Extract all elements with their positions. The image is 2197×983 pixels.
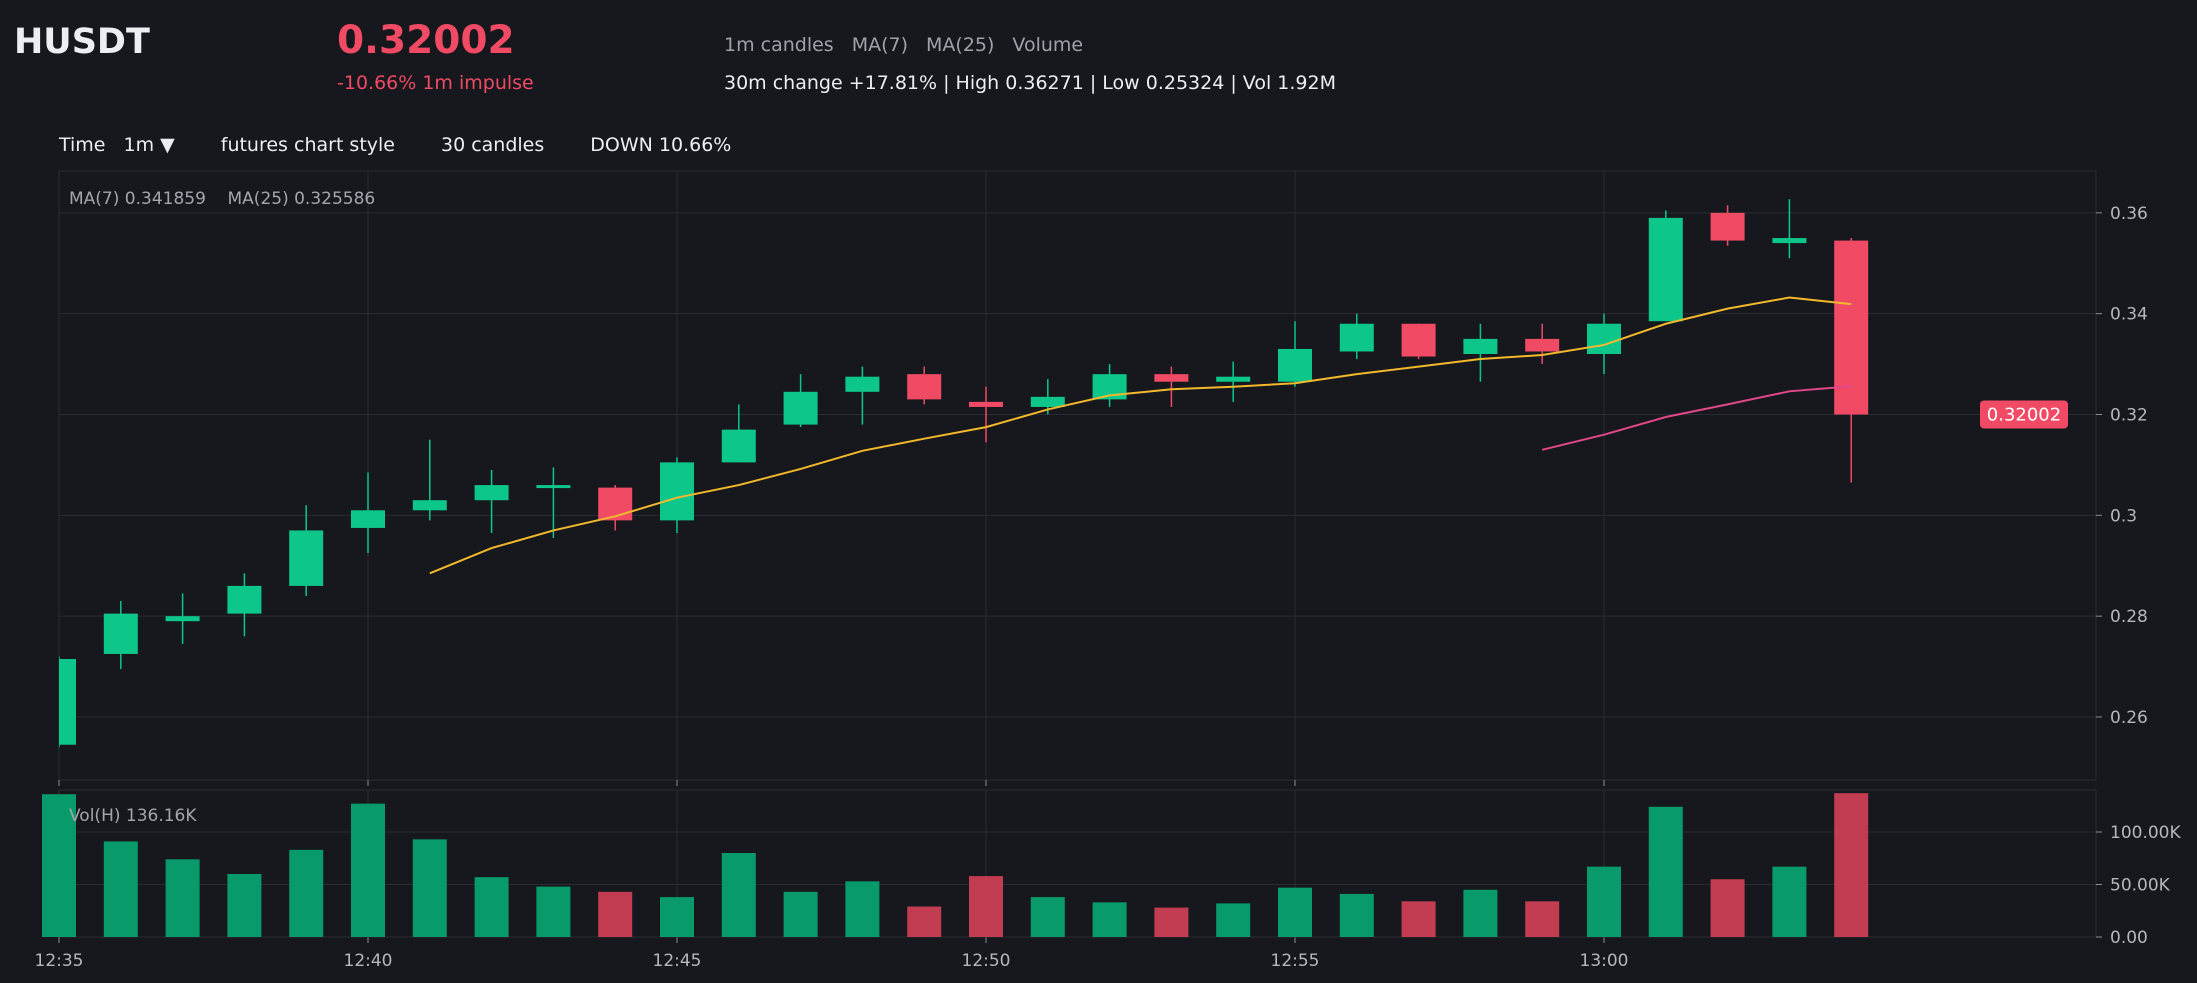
x-tick-label: 12:35 <box>35 951 84 971</box>
price-tick-label: 0.36 <box>2110 204 2148 224</box>
x-tick-label: 13:00 <box>1580 951 1629 971</box>
volume-bar <box>1092 902 1127 937</box>
impulse-change: -10.66% 1m impulse <box>337 72 534 94</box>
ma7-line <box>429 296 1852 575</box>
price-tick-label: 0.3 <box>2110 506 2137 526</box>
candle-body <box>1587 323 1621 355</box>
volume-bar <box>412 839 447 937</box>
candle-body <box>289 530 324 586</box>
candle-body <box>1834 240 1869 415</box>
x-tick-label: 12:45 <box>653 951 702 971</box>
price-tick-label: 0.32 <box>2110 405 2148 425</box>
last-price-badge <box>1980 400 2068 429</box>
volume-bar <box>1278 887 1312 937</box>
candle-body <box>227 585 262 614</box>
volume-bar <box>1525 901 1560 937</box>
volume-bar <box>1587 866 1621 937</box>
volume-tick-label: 100.00K <box>2110 823 2181 843</box>
volume-bar <box>969 876 1003 937</box>
volume-bar <box>1401 901 1436 937</box>
candle-body <box>412 500 447 511</box>
volume-bar <box>474 877 509 937</box>
x-tick-label: 12:55 <box>1271 951 1320 971</box>
candle-body <box>1710 212 1745 241</box>
candle-body <box>1278 348 1312 382</box>
volume-bar <box>845 881 880 937</box>
volume-bar <box>1154 907 1189 937</box>
candle-body <box>103 613 138 654</box>
volume-bar <box>1648 806 1683 937</box>
candle-body <box>598 487 633 521</box>
candle-body <box>1339 323 1374 352</box>
volume-bar <box>1834 793 1869 937</box>
x-tick-label: 12:40 <box>344 951 393 971</box>
ma-legend: MA(7) 0.341859 MA(25) 0.325586 <box>69 189 375 209</box>
candle-body <box>783 391 818 425</box>
candle-body <box>1154 374 1189 382</box>
chart-style-label[interactable]: futures chart style <box>220 134 395 156</box>
volume-bar <box>660 897 694 937</box>
candle-count: 30 candles <box>441 134 545 156</box>
volume-legend: Vol(H) 136.16K <box>69 806 197 826</box>
volume-bar <box>536 886 571 937</box>
symbol-title: HUSDT <box>14 22 150 62</box>
volume-bar <box>351 803 385 937</box>
candle-body <box>1030 396 1065 407</box>
volume-bar <box>1710 879 1745 937</box>
candle-body <box>845 376 880 392</box>
candle-body <box>907 374 942 400</box>
candle-body <box>165 616 200 622</box>
price-panel <box>58 170 2097 781</box>
candle-body <box>969 401 1003 407</box>
volume-bar <box>1772 866 1807 937</box>
price-tick-label: 0.26 <box>2110 708 2148 728</box>
candle-body <box>721 429 756 463</box>
candle-body <box>59 659 76 745</box>
volume-bar <box>227 874 262 937</box>
volume-bar <box>289 849 324 937</box>
volume-bar <box>1216 903 1251 937</box>
price-plot-area <box>59 199 1869 748</box>
last-price-label: 0.32002 <box>1987 404 2061 425</box>
candle-body <box>1401 323 1436 357</box>
indicator-list: 1m candles MA(7) MA(25) Volume <box>724 34 1101 56</box>
volume-bar <box>103 841 138 937</box>
volume-bar <box>42 794 76 937</box>
indicator-volume[interactable]: Volume <box>1012 34 1084 56</box>
volume-bar <box>907 906 942 937</box>
candle-body <box>474 485 509 501</box>
x-tick-label: 12:50 <box>962 951 1011 971</box>
stats-summary: 30m change +17.81% | High 0.36271 | Low … <box>724 72 1336 94</box>
candle-body <box>1648 217 1683 322</box>
candle-body <box>536 485 571 489</box>
last-price: 0.32002 <box>337 18 515 63</box>
indicator-ma7[interactable]: MA(7) <box>851 34 909 56</box>
ma25-line <box>1541 385 1852 451</box>
chart-toolbar: Time 1m ▼ futures chart style 30 candles DOW… <box>59 134 777 156</box>
volume-bar <box>721 853 756 937</box>
volume-tick-label: 50.00K <box>2110 876 2171 896</box>
candle-body <box>1525 338 1560 352</box>
volume-bar <box>783 891 818 937</box>
candle-body <box>1772 238 1807 244</box>
volume-bar <box>598 891 633 937</box>
direction-badge: DOWN 10.66% <box>590 134 732 156</box>
volume-bar <box>1030 897 1065 937</box>
indicator-candles[interactable]: 1m candles <box>724 34 834 56</box>
volume-bar <box>165 859 200 937</box>
volume-tick-label: 0.00 <box>2110 928 2148 948</box>
candle-body <box>351 510 385 528</box>
time-label: Time <box>59 134 106 156</box>
candle-body <box>1463 338 1498 355</box>
candle-body <box>660 462 694 521</box>
volume-bar <box>1463 889 1498 937</box>
indicator-ma25[interactable]: MA(25) <box>926 34 995 56</box>
price-tick-label: 0.28 <box>2110 607 2148 627</box>
interval-select[interactable]: 1m ▼ <box>123 134 175 156</box>
price-tick-label: 0.34 <box>2110 305 2148 325</box>
candle-body <box>1216 376 1251 382</box>
volume-bar <box>1339 893 1374 937</box>
